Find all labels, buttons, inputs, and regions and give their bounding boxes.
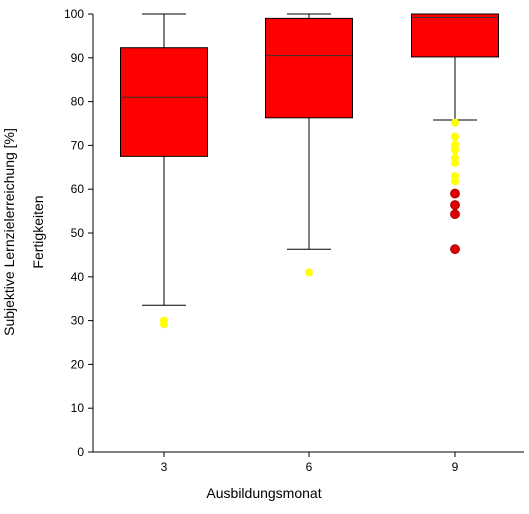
plot-area: 0 10 20 30 40 50 60 70 80 90 100 3 6 9 xyxy=(64,7,524,474)
y-tick-label: 100 xyxy=(64,7,84,21)
y-tick-label: 60 xyxy=(71,182,85,196)
x-tick-label: 6 xyxy=(306,460,313,474)
y-tick-label: 10 xyxy=(71,401,85,415)
x-tick-label: 9 xyxy=(452,460,459,474)
outlier-point xyxy=(451,177,459,186)
axis-titles: Ausbildungsmonat Subjektive Lernzielerre… xyxy=(1,128,322,501)
box-3 xyxy=(120,47,208,157)
extreme-point xyxy=(450,200,460,210)
y-axis-subtitle: Fertigkeiten xyxy=(30,195,46,268)
x-tick-label: 3 xyxy=(161,460,168,474)
y-tick-label: 90 xyxy=(71,51,85,65)
y-tick-label: 70 xyxy=(71,138,85,152)
y-tick-label: 40 xyxy=(71,270,85,284)
outlier-point xyxy=(451,158,459,167)
outlier-point xyxy=(451,145,459,154)
y-tick-label: 20 xyxy=(71,357,85,371)
outlier-point xyxy=(160,316,168,325)
y-tick-label: 50 xyxy=(71,226,85,240)
y-tick-label: 30 xyxy=(71,314,85,328)
extreme-point xyxy=(450,188,460,199)
extreme-point xyxy=(450,209,460,220)
box-9 xyxy=(411,13,499,58)
y-axis-title: Subjektive Lernzielerreichung [%] xyxy=(1,128,17,336)
extreme-point xyxy=(450,244,460,255)
y-tick-label: 0 xyxy=(77,445,84,459)
box-6 xyxy=(265,17,353,119)
outlier-point xyxy=(451,118,459,127)
x-axis-title: Ausbildungsmonat xyxy=(206,485,321,501)
outlier-point xyxy=(305,268,313,277)
outlier-point xyxy=(451,132,459,141)
y-tick-label: 80 xyxy=(71,95,85,109)
